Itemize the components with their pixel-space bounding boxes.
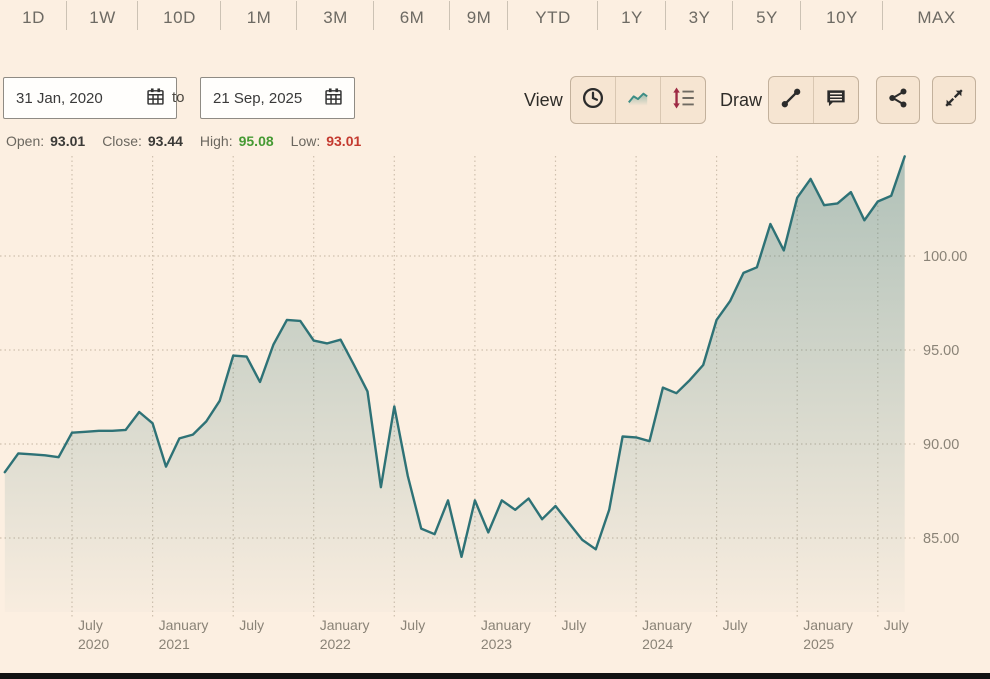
close-label: Close: [102,133,142,149]
high-value: 95.08 [238,133,274,149]
svg-text:2020: 2020 [78,636,109,652]
low-label: Low: [290,133,321,149]
fullscreen-button[interactable] [932,76,976,124]
tab-6m[interactable]: 6M [374,0,450,36]
price-chart[interactable]: July 2020 January 2021 July January 2022 July Ja… [0,150,990,673]
svg-text:2024: 2024 [642,636,673,652]
tab-10d[interactable]: 10D [138,0,221,36]
svg-text:90.00: 90.00 [923,437,959,453]
draw-button-group [768,76,859,124]
date-to-input[interactable]: 21 Sep, 2025 [200,77,355,119]
section-divider-bar [0,673,990,679]
svg-text:2025: 2025 [803,636,834,652]
expand-icon [942,86,966,115]
open-value: 93.01 [50,133,86,149]
tab-3y[interactable]: 3Y [666,0,733,36]
svg-text:January: January [803,617,853,633]
low-stat: Low: 93.01 [291,133,362,149]
tab-1w[interactable]: 1W [67,0,138,36]
svg-text:July: July [884,617,909,633]
svg-text:July: July [562,617,587,633]
price-scale-view-button[interactable] [661,77,705,123]
clock-icon [580,85,606,116]
calendar-icon[interactable] [323,86,344,111]
date-to-value: 21 Sep, 2025 [213,89,303,107]
svg-text:100.00: 100.00 [923,249,967,265]
open-label: Open: [6,133,45,149]
view-label: View [524,90,563,110]
svg-text:2021: 2021 [159,636,190,652]
high-stat: High: 95.08 [200,133,274,149]
ohlc-stats-row: Open: 93.01 Close: 93.44 High: 95.08 Low… [6,133,361,149]
date-range-to-label: to [172,89,185,106]
trendline-icon [778,85,804,116]
svg-text:July: July [78,617,103,633]
draw-label: Draw [720,90,763,110]
svg-text:85.00: 85.00 [923,531,959,547]
tab-1y[interactable]: 1Y [598,0,666,36]
comment-icon [823,85,849,116]
tab-5y[interactable]: 5Y [733,0,801,36]
svg-text:January: January [642,617,692,633]
open-stat: Open: 93.01 [6,133,85,149]
tab-max[interactable]: MAX [917,8,956,27]
svg-text:95.00: 95.00 [923,343,959,359]
close-stat: Close: 93.44 [102,133,183,149]
share-button[interactable] [876,76,920,124]
time-range-tabs: 1D 1W 10D 1M 3M 6M 9M YTD 1Y 3Y 5Y 10Y MAX [0,0,990,36]
view-button-group [570,76,706,124]
date-from-value: 31 Jan, 2020 [16,89,103,107]
svg-text:July: July [400,617,425,633]
tab-9m[interactable]: 9M [450,0,508,36]
close-value: 93.44 [147,133,183,149]
svg-text:2022: 2022 [320,636,351,652]
svg-text:July: July [239,617,264,633]
area-chart-icon [624,85,652,116]
svg-text:January: January [159,617,209,633]
tab-1m[interactable]: 1M [221,0,297,36]
calendar-icon[interactable] [145,86,166,111]
low-value: 93.01 [326,133,362,149]
high-label: High: [199,133,233,149]
date-from-input[interactable]: 31 Jan, 2020 [3,77,177,119]
tab-3m[interactable]: 3M [297,0,374,36]
svg-text:2023: 2023 [481,636,512,652]
svg-text:January: January [481,617,531,633]
tab-1d[interactable]: 1D [0,0,67,36]
tab-10y[interactable]: 10Y [801,0,883,36]
svg-text:January: January [320,617,370,633]
svg-text:July: July [723,617,748,633]
area-chart-view-button[interactable] [616,77,661,123]
updown-arrows-lines-icon [669,85,697,116]
tab-ytd[interactable]: YTD [508,0,598,36]
share-icon [886,86,910,115]
trendline-draw-button[interactable] [769,77,814,123]
time-view-button[interactable] [571,77,616,123]
annotation-draw-button[interactable] [814,77,858,123]
price-chart-svg: July 2020 January 2021 July January 2022 July Ja… [0,155,967,652]
